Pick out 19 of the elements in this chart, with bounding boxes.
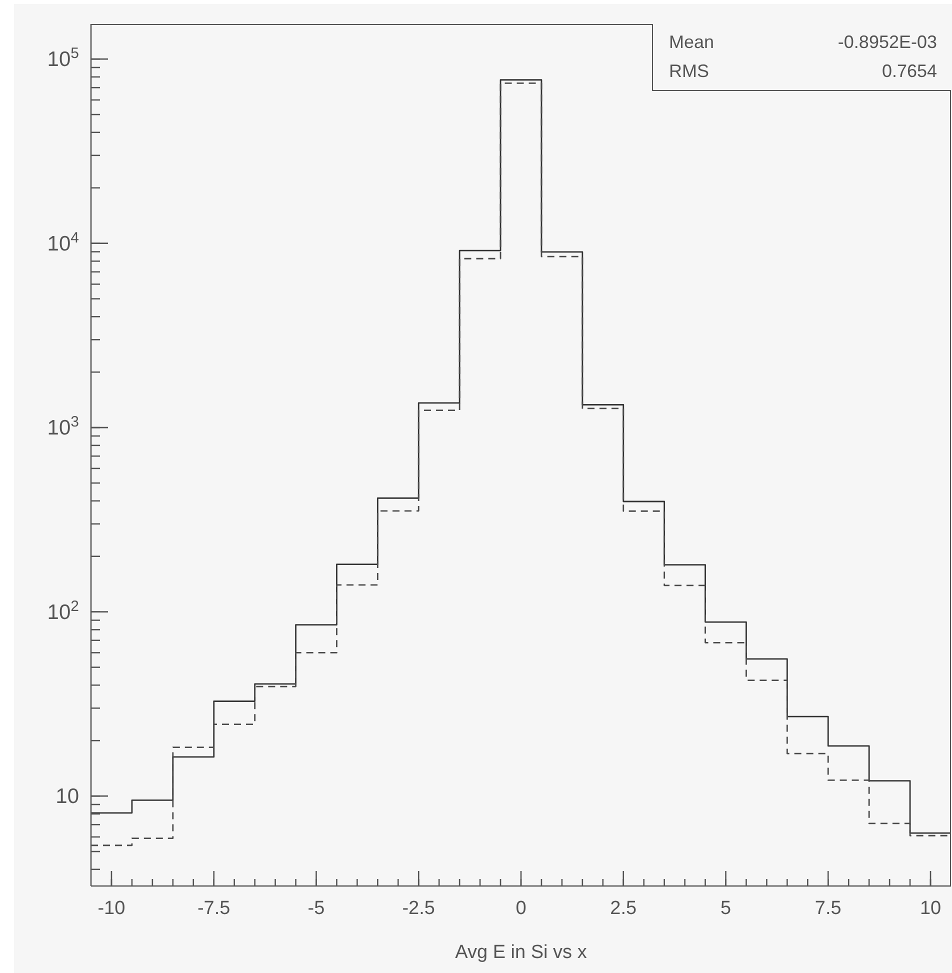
y-tick-label: 10$^{4}$ [47,228,79,256]
annotation: 0.7654 [882,60,937,83]
x-tick-label: -5 [308,898,325,919]
annotation: -0.8952E-03 [838,31,937,54]
x-tick-label: 5 [720,898,732,919]
annotation: RMS [669,60,709,83]
annotation: Mean [669,31,714,54]
x-axis-title: Avg E in Si vs x [455,942,588,963]
x-tick-label: 7.5 [814,898,842,919]
x-tick-label: 10 [920,898,942,919]
x-tick-label: -2.5 [402,898,435,919]
x-tick-label: 0 [516,898,526,919]
y-tick-label: 10 [56,785,79,808]
y-tick-label: 10$^{5}$ [47,44,79,72]
x-tick-label: 2.5 [610,898,637,919]
x-tick-label: -7.5 [197,898,230,919]
y-tick-label: 10$^{3}$ [47,413,79,440]
y-tick-label: 10$^{2}$ [47,597,79,624]
x-tick-label: -10 [98,898,126,919]
